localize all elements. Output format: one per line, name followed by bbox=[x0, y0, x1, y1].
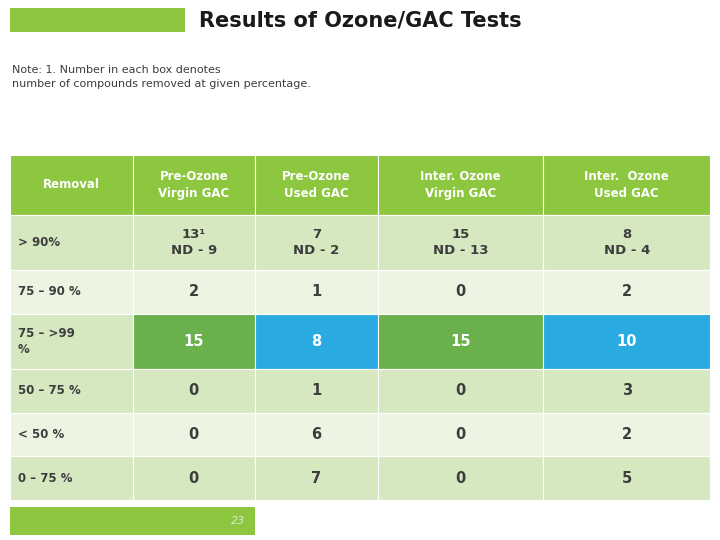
Bar bbox=[377, 314, 544, 369]
Bar bbox=[132, 314, 255, 369]
Bar bbox=[377, 456, 544, 500]
Text: 1: 1 bbox=[311, 383, 321, 398]
Text: Pre-Ozone
Virgin GAC: Pre-Ozone Virgin GAC bbox=[158, 170, 230, 200]
Bar bbox=[544, 215, 710, 270]
Bar bbox=[132, 155, 255, 215]
Text: 0: 0 bbox=[189, 471, 199, 485]
Text: 2: 2 bbox=[621, 427, 631, 442]
Bar bbox=[10, 456, 132, 500]
Bar bbox=[255, 155, 377, 215]
Bar bbox=[377, 413, 544, 456]
Text: 5: 5 bbox=[621, 471, 632, 485]
Text: 6: 6 bbox=[311, 427, 321, 442]
Bar bbox=[132, 413, 255, 456]
Bar bbox=[544, 413, 710, 456]
Text: 2: 2 bbox=[621, 285, 631, 299]
Text: 15: 15 bbox=[450, 334, 471, 349]
Bar bbox=[255, 270, 377, 314]
Text: 15
ND - 13: 15 ND - 13 bbox=[433, 228, 488, 257]
Bar bbox=[255, 314, 377, 369]
Bar bbox=[10, 507, 255, 535]
Bar bbox=[544, 456, 710, 500]
Text: 75 – >99
%: 75 – >99 % bbox=[18, 327, 75, 356]
Text: 15: 15 bbox=[184, 334, 204, 349]
Bar bbox=[377, 215, 544, 270]
Bar bbox=[10, 314, 132, 369]
Bar bbox=[377, 270, 544, 314]
Text: 8: 8 bbox=[311, 334, 321, 349]
Text: Results of Ozone/GAC Tests: Results of Ozone/GAC Tests bbox=[199, 10, 521, 30]
Text: 2: 2 bbox=[189, 285, 199, 299]
Text: Removal: Removal bbox=[42, 178, 99, 191]
Text: 0: 0 bbox=[189, 427, 199, 442]
Bar bbox=[132, 270, 255, 314]
Bar bbox=[132, 215, 255, 270]
Bar bbox=[132, 456, 255, 500]
Text: < 50 %: < 50 % bbox=[18, 428, 64, 441]
Bar bbox=[255, 215, 377, 270]
Bar bbox=[544, 314, 710, 369]
Text: 50 – 75 %: 50 – 75 % bbox=[18, 384, 81, 397]
Bar bbox=[10, 413, 132, 456]
Bar bbox=[255, 369, 377, 413]
Text: 1: 1 bbox=[311, 285, 321, 299]
Bar bbox=[132, 369, 255, 413]
Text: 3: 3 bbox=[621, 383, 631, 398]
Bar bbox=[10, 369, 132, 413]
Bar bbox=[377, 155, 544, 215]
Text: 0: 0 bbox=[455, 427, 466, 442]
Text: 7: 7 bbox=[311, 471, 321, 485]
Text: Inter.  Ozone
Used GAC: Inter. Ozone Used GAC bbox=[585, 170, 669, 200]
Text: 0: 0 bbox=[455, 471, 466, 485]
Bar bbox=[544, 369, 710, 413]
Bar bbox=[255, 413, 377, 456]
Text: Note: 1. Number in each box denotes
number of compounds removed at given percent: Note: 1. Number in each box denotes numb… bbox=[12, 65, 311, 89]
Text: Pre-Ozone
Used GAC: Pre-Ozone Used GAC bbox=[282, 170, 351, 200]
Text: > 90%: > 90% bbox=[18, 236, 60, 249]
Text: 0: 0 bbox=[189, 383, 199, 398]
Bar bbox=[10, 155, 132, 215]
Text: 0 – 75 %: 0 – 75 % bbox=[18, 471, 73, 484]
Text: 13¹
ND - 9: 13¹ ND - 9 bbox=[171, 228, 217, 257]
Bar bbox=[10, 270, 132, 314]
Bar bbox=[544, 155, 710, 215]
Bar bbox=[10, 215, 132, 270]
Text: 8
ND - 4: 8 ND - 4 bbox=[603, 228, 650, 257]
Text: 7
ND - 2: 7 ND - 2 bbox=[293, 228, 339, 257]
Bar bbox=[377, 369, 544, 413]
Text: 10: 10 bbox=[616, 334, 637, 349]
Text: 23: 23 bbox=[230, 516, 245, 526]
Bar bbox=[10, 8, 185, 32]
Text: 0: 0 bbox=[455, 285, 466, 299]
Bar bbox=[255, 456, 377, 500]
Bar bbox=[544, 270, 710, 314]
Text: 0: 0 bbox=[455, 383, 466, 398]
Text: 75 – 90 %: 75 – 90 % bbox=[18, 285, 81, 298]
Text: Inter. Ozone
Virgin GAC: Inter. Ozone Virgin GAC bbox=[420, 170, 501, 200]
